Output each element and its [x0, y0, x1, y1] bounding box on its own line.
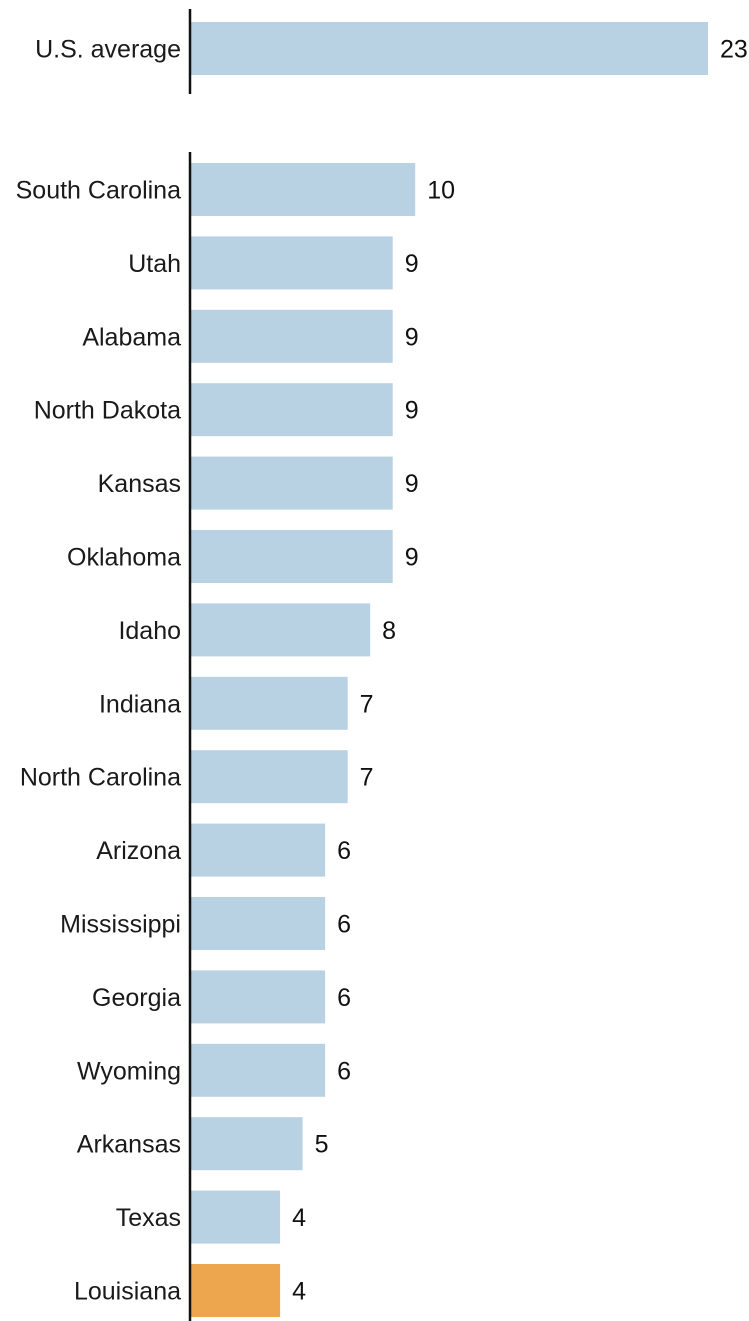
value-label-georgia: 6 [337, 984, 351, 1012]
category-label-idaho: Idaho [118, 617, 181, 645]
bar-mississippi [190, 897, 326, 950]
bar-arkansas [190, 1117, 303, 1171]
bar-arizona [190, 823, 326, 877]
bar-louisiana [190, 1264, 281, 1317]
category-label-south-carolina: South Carolina [16, 177, 181, 205]
value-label-arizona: 6 [337, 837, 351, 865]
value-label-mississippi: 6 [337, 911, 351, 939]
bar-texas [190, 1190, 281, 1244]
category-label-oklahoma: Oklahoma [67, 544, 181, 572]
value-label-oklahoma: 9 [405, 544, 419, 572]
category-label-mississippi: Mississippi [60, 911, 181, 939]
value-label-utah: 9 [405, 250, 419, 278]
bar-oklahoma [190, 530, 393, 583]
category-label-indiana: Indiana [99, 690, 181, 718]
value-label-north-carolina: 7 [360, 764, 374, 792]
category-label-alabama: Alabama [82, 323, 181, 351]
value-label-u-s-average: 23 [720, 36, 748, 64]
value-label-kansas: 9 [405, 470, 419, 498]
bar-north-dakota [190, 383, 393, 437]
value-label-wyoming: 6 [337, 1057, 351, 1085]
category-label-texas: Texas [116, 1204, 181, 1232]
category-label-u-s-average: U.S. average [35, 36, 181, 64]
category-label-wyoming: Wyoming [77, 1057, 181, 1085]
bar-indiana [190, 676, 348, 730]
bar-kansas [190, 456, 393, 510]
category-label-kansas: Kansas [98, 470, 181, 498]
value-label-louisiana: 4 [292, 1278, 306, 1306]
value-label-alabama: 9 [405, 323, 419, 351]
bar-south-carolina [190, 163, 416, 216]
bar-north-carolina [190, 750, 348, 804]
bar-georgia [190, 970, 326, 1024]
category-label-utah: Utah [128, 250, 181, 278]
bar-wyoming [190, 1043, 326, 1097]
labels-layer: U.S. average 23 South Carolina 10 Utah 9 Alaba… [16, 36, 748, 1306]
bars-layer [190, 22, 708, 1317]
category-label-north-dakota: North Dakota [34, 397, 181, 425]
category-label-arizona: Arizona [96, 837, 181, 865]
value-label-indiana: 7 [360, 690, 374, 718]
bar-utah [190, 236, 393, 290]
value-label-south-carolina: 10 [427, 177, 455, 205]
bar-u-s-average [190, 22, 708, 75]
value-label-arkansas: 5 [315, 1131, 329, 1159]
bar-alabama [190, 309, 393, 363]
category-label-north-carolina: North Carolina [20, 764, 181, 792]
value-label-idaho: 8 [382, 617, 396, 645]
value-label-texas: 4 [292, 1204, 306, 1232]
bar-idaho [190, 603, 371, 657]
category-label-georgia: Georgia [92, 984, 181, 1012]
value-label-north-dakota: 9 [405, 397, 419, 425]
category-label-arkansas: Arkansas [77, 1131, 181, 1159]
category-label-louisiana: Louisiana [74, 1278, 181, 1306]
